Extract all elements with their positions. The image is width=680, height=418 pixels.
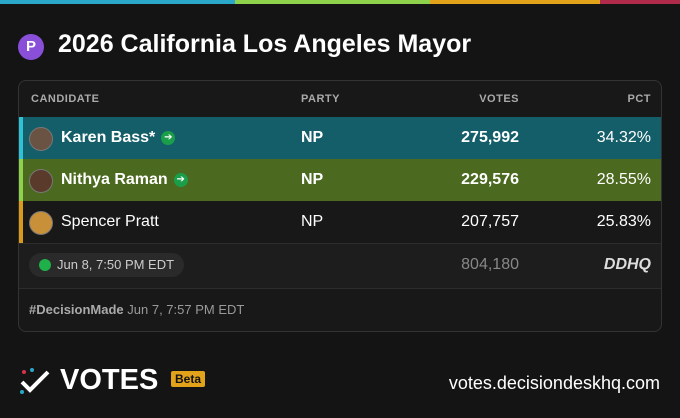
updated-time: Jun 8, 7:50 PM EDT (57, 257, 175, 272)
votes: 229,576 (461, 171, 519, 188)
party: NP (301, 171, 324, 188)
candidate-name: Nithya Raman (61, 171, 168, 188)
pct: 34.32% (596, 129, 651, 146)
stripe (235, 0, 430, 4)
candidate: Nithya Raman ➔ (61, 171, 188, 189)
row: Spencer Pratt NP 207,757 25.83% (19, 201, 661, 244)
column-header: PARTY (301, 93, 340, 105)
avatar (29, 127, 53, 151)
decision-note: #DecisionMade Jun 7, 7:57 PM EDT (29, 302, 244, 317)
logo-dot (20, 390, 24, 394)
avatar (29, 211, 53, 235)
source-logo: DDHQ (603, 256, 651, 273)
winner-icon: ➔ (173, 173, 188, 187)
decision-tag: #DecisionMade (29, 302, 124, 317)
stripe (600, 0, 680, 4)
pct: 25.83% (596, 213, 651, 230)
votes: 207,757 (461, 213, 519, 230)
live-dot (39, 259, 51, 271)
logo-check (20, 370, 50, 393)
decision-time: Jun 7, 7:57 PM EDT (127, 302, 245, 317)
accent (19, 201, 23, 243)
beta-badge: Beta (171, 371, 206, 387)
stripe (430, 0, 600, 4)
party: NP (301, 129, 324, 146)
logo-dot (30, 368, 34, 372)
column-header: CANDIDATE (31, 93, 100, 105)
brand-logo (20, 368, 50, 394)
logo-dot (22, 370, 26, 374)
candidate: Karen Bass* ➔ (61, 129, 176, 147)
title: 2026 California Los Angeles Mayor (58, 30, 472, 58)
column-header: PCT (627, 93, 651, 105)
results-card: CANDIDATE PARTY VOTES PCT Karen Bass* ➔ N… (18, 80, 662, 332)
votes: 275,992 (461, 129, 519, 146)
stripe (0, 0, 235, 4)
updated-pill: Jun 8, 7:50 PM EDT (29, 253, 185, 277)
winner-icon: ➔ (161, 131, 176, 145)
party: NP (301, 213, 324, 230)
candidate-name: Spencer Pratt (61, 213, 159, 230)
pct: 28.55% (596, 171, 651, 188)
candidate-name: Karen Bass* (61, 129, 156, 146)
brand-url: votes.decisiondeskhq.com (448, 373, 660, 393)
accent (19, 159, 23, 201)
row: Nithya Raman ➔ NP 229,576 28.55% (19, 159, 661, 201)
party-badge: P (18, 34, 44, 60)
accent (19, 117, 23, 159)
footer-row: Jun 8, 7:50 PM EDT 804,180 DDHQ (19, 244, 661, 289)
row: Karen Bass* ➔ NP 275,992 34.32% (19, 117, 661, 159)
avatar (29, 169, 53, 193)
total-votes: 804,180 (461, 256, 519, 273)
column-header: VOTES (479, 93, 519, 105)
brand-name: VOTES (60, 364, 159, 396)
